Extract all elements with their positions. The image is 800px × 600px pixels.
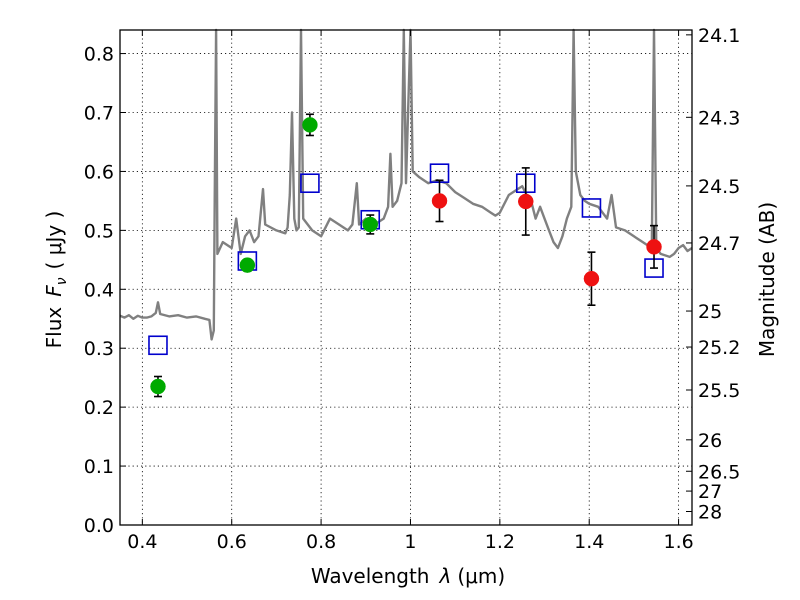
x-tick-label: 0.8: [306, 531, 336, 553]
observed-point: [150, 378, 166, 395]
x-axis-label-symbol: λ: [439, 564, 452, 588]
x-tick-label: 1.4: [574, 531, 604, 553]
mag-tick-label: 24.3: [698, 107, 740, 129]
mag-tick-label: 25.2: [698, 337, 740, 359]
y-tick-label: 0.4: [84, 279, 114, 301]
x-tick-label: 0.6: [217, 531, 247, 553]
y-tick-label: 0.1: [84, 456, 114, 478]
y-axis-label: Flux Fν ( μJy ): [42, 211, 70, 349]
observed-point: [431, 193, 448, 209]
y-tick-label: 0.6: [84, 161, 114, 183]
observed-point: [239, 257, 256, 273]
x-tick-label: 1: [404, 531, 416, 553]
mag-tick-label: 24.1: [698, 25, 740, 47]
mag-tick-label: 26.5: [698, 461, 740, 483]
points-layer: [148, 113, 664, 398]
y-tick-label: 0.2: [84, 397, 114, 419]
spectrum-line: [119, 28, 693, 341]
y-axis-label-subscript: ν: [54, 277, 70, 285]
x-axis-label: Wavelength λ (μm): [311, 564, 505, 588]
mag-tick-label: 25: [698, 301, 722, 323]
x-tick-label: 1.2: [485, 531, 515, 553]
mag-tick-label: 27: [698, 481, 722, 503]
observed-point: [646, 239, 662, 255]
observed-point: [302, 117, 318, 133]
model-photometry-square: [581, 198, 602, 218]
y-tick-label: 0.7: [84, 103, 114, 125]
y-axis-label-symbol: F: [42, 285, 66, 297]
mag-tick-label: 28: [698, 502, 722, 524]
spectrum-layer: [119, 28, 693, 341]
x-tick-label: 1.6: [663, 531, 693, 553]
observed-point: [583, 270, 600, 287]
mag-tick-label: 26: [698, 430, 722, 452]
y2-axis-label: Magnitude (AB): [755, 202, 779, 357]
x-axis-label-text: Wavelength: [311, 564, 430, 588]
y-tick-label: 0.0: [84, 515, 114, 537]
mag-tick-label: 24.7: [698, 233, 740, 255]
mag-tick-label: 24.5: [698, 176, 740, 198]
plot-frame: [119, 29, 693, 526]
x-tick-label: 0.4: [127, 531, 157, 553]
y-tick-label: 0.5: [84, 220, 114, 242]
y-tick-label: 0.3: [84, 338, 114, 360]
model-photometry-square: [300, 173, 320, 194]
y-axis-label-text: Flux: [42, 307, 66, 349]
observed-point: [518, 193, 534, 210]
x-axis-label-unit: (μm): [457, 564, 505, 588]
y-axis-label-unit: ( μJy ): [42, 211, 66, 270]
model-photometry-square: [148, 335, 168, 356]
ticks-layer: 0.4 0.6 0.8 1 1.2 1.4 1.6 0.0 0.1 0.2 0.3 0.4 0.5 0.6…: [84, 25, 741, 553]
mag-tick-label: 25.5: [698, 380, 740, 402]
observed-point: [362, 216, 378, 233]
y-tick-label: 0.8: [84, 44, 114, 66]
